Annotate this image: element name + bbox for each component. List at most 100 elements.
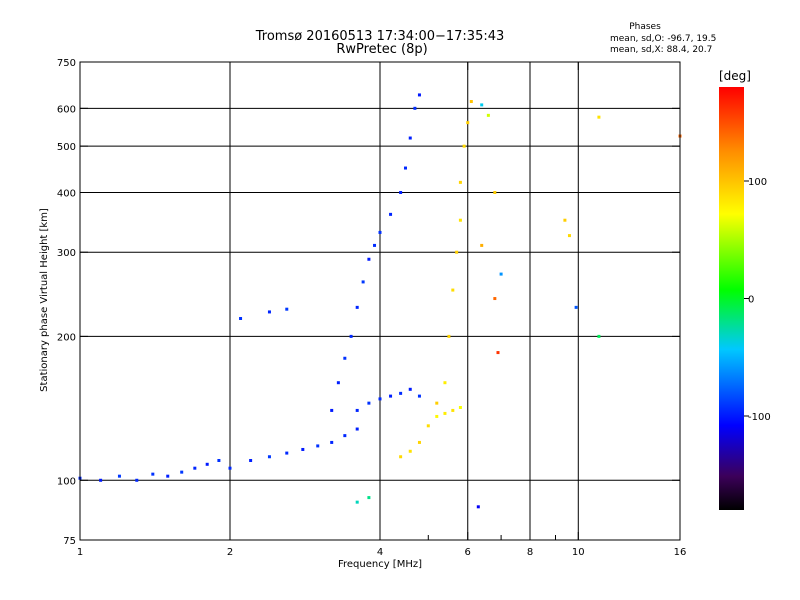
data-point — [443, 381, 447, 385]
data-point — [316, 444, 320, 448]
data-point — [451, 288, 455, 292]
data-point — [486, 113, 490, 117]
data-point — [151, 472, 155, 476]
data-point — [343, 356, 347, 360]
data-point — [378, 230, 382, 234]
data-point — [462, 144, 466, 148]
data-point — [399, 190, 403, 194]
colorbar-label: [deg] — [719, 69, 751, 83]
stats-x-line: mean, sd,X: 88.4, 20.7 — [610, 45, 712, 55]
data-point — [563, 218, 567, 222]
data-point — [330, 408, 334, 412]
data-point — [451, 408, 455, 412]
data-point — [166, 474, 170, 478]
data-point — [367, 496, 371, 500]
data-point — [408, 449, 412, 453]
data-point — [117, 474, 121, 478]
data-point — [180, 470, 184, 474]
x-tick-label: 10 — [572, 547, 585, 558]
data-point — [417, 440, 421, 444]
data-point — [408, 136, 412, 140]
data-point — [355, 305, 359, 309]
plot-area: 1 2 4 6 8 10 16 75 100 200 300 400 500 600 750 — [57, 58, 686, 558]
data-point — [239, 316, 243, 320]
data-point — [458, 218, 462, 222]
stats-o-line: mean, sd,O: -96.7, 19.5 — [610, 34, 716, 44]
data-point — [574, 305, 578, 309]
y-tick-label: 750 — [57, 58, 76, 69]
y-tick-label: 600 — [57, 104, 76, 115]
data-point — [458, 405, 462, 409]
data-point — [135, 478, 139, 482]
x-tick-label: 16 — [674, 547, 687, 558]
data-point — [355, 500, 359, 504]
data-point — [496, 351, 500, 355]
data-point — [493, 297, 497, 301]
data-point — [417, 93, 421, 97]
data-point — [249, 458, 253, 462]
x-axis-label: Frequency [MHz] — [338, 559, 422, 570]
data-point — [435, 401, 439, 405]
x-tick-label: 6 — [465, 547, 471, 558]
data-point — [373, 243, 377, 247]
data-point — [389, 212, 393, 216]
data-point — [330, 440, 334, 444]
data-point — [285, 451, 289, 455]
y-axis-label: Stationary phase Virtual Height [km] — [39, 208, 50, 392]
data-point — [193, 466, 197, 470]
data-point — [301, 447, 305, 451]
data-point — [447, 334, 451, 338]
data-point — [597, 115, 601, 119]
data-point — [378, 397, 382, 401]
y-tick-label: 200 — [57, 332, 76, 343]
y-tick-label: 400 — [57, 188, 76, 199]
data-point — [349, 334, 353, 338]
colorbar-tick-label: -100 — [748, 412, 771, 423]
data-point — [476, 505, 480, 509]
data-point — [285, 307, 289, 311]
colorbar-gradient — [719, 87, 744, 510]
data-point — [343, 434, 347, 438]
x-tick-label: 4 — [377, 547, 383, 558]
phases-header: Phases — [629, 22, 661, 32]
data-point — [455, 250, 459, 254]
data-point — [361, 280, 365, 284]
data-point — [408, 387, 412, 391]
data-point — [217, 458, 221, 462]
data-point — [399, 455, 403, 459]
data-point — [469, 100, 473, 104]
data-point — [480, 243, 484, 247]
data-point — [403, 166, 407, 170]
data-point — [443, 411, 447, 415]
data-point — [435, 414, 439, 418]
data-point — [99, 478, 103, 482]
data-point — [493, 190, 497, 194]
data-point — [228, 466, 232, 470]
data-point — [336, 381, 340, 385]
data-point — [267, 310, 271, 314]
x-tick-label: 1 — [77, 547, 83, 558]
data-point — [480, 103, 484, 107]
y-tick-label: 500 — [57, 142, 76, 153]
data-point — [355, 408, 359, 412]
x-tick-label: 2 — [227, 547, 233, 558]
data-point — [417, 394, 421, 398]
data-point — [399, 391, 403, 395]
data-point — [499, 272, 503, 276]
chart-title: Tromsø 20160513 17:34:00−17:35:43 — [255, 29, 505, 44]
data-point — [367, 257, 371, 261]
chart-subtitle: RwPretec (8p) — [336, 42, 427, 57]
data-point — [367, 401, 371, 405]
data-point — [426, 424, 430, 428]
data-point — [205, 462, 209, 466]
y-tick-label: 75 — [63, 536, 76, 547]
data-point — [466, 121, 470, 125]
colorbar: 100 0 -100 — [719, 87, 771, 510]
data-point — [355, 427, 359, 431]
data-point — [597, 334, 601, 338]
data-point — [413, 106, 417, 110]
colorbar-tick-label: 0 — [748, 295, 754, 306]
colorbar-tick-label: 100 — [748, 177, 767, 188]
data-point — [458, 180, 462, 184]
